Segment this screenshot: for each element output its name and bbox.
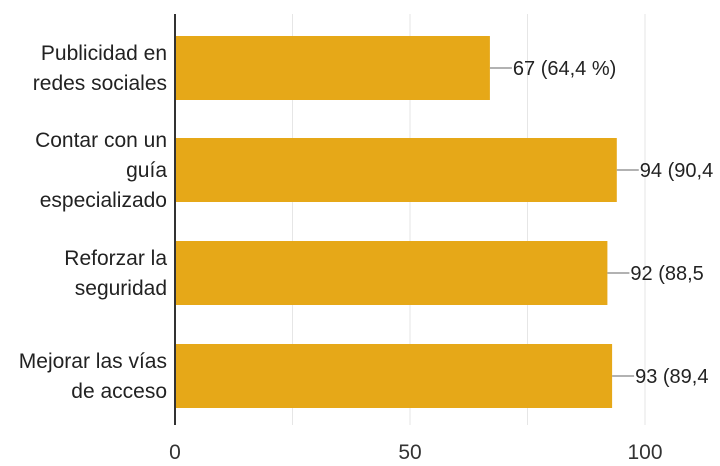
x-tick-label: 50 — [398, 441, 421, 464]
data-label: 67 (64,4 %) — [513, 58, 616, 80]
bar — [175, 241, 608, 305]
category-label: Mejorar las vías — [19, 350, 167, 373]
bar — [175, 138, 617, 202]
category-label: especializado — [40, 189, 167, 212]
x-tick-label: 0 — [169, 441, 181, 464]
category-label: Contar con un — [35, 129, 167, 152]
category-label: Publicidad en — [41, 42, 167, 65]
bar — [175, 344, 613, 408]
bar — [175, 36, 490, 100]
x-tick-label: 100 — [627, 441, 662, 464]
category-label: guía — [126, 159, 167, 182]
category-label: de acceso — [71, 380, 167, 403]
category-label: seguridad — [75, 277, 167, 300]
category-label: redes sociales — [33, 72, 167, 95]
category-label: Reforzar la — [64, 247, 167, 270]
data-label: 93 (89,4 — [635, 366, 708, 388]
data-label: 92 (88,5 — [630, 263, 703, 285]
data-label: 94 (90,4 — [640, 160, 713, 182]
